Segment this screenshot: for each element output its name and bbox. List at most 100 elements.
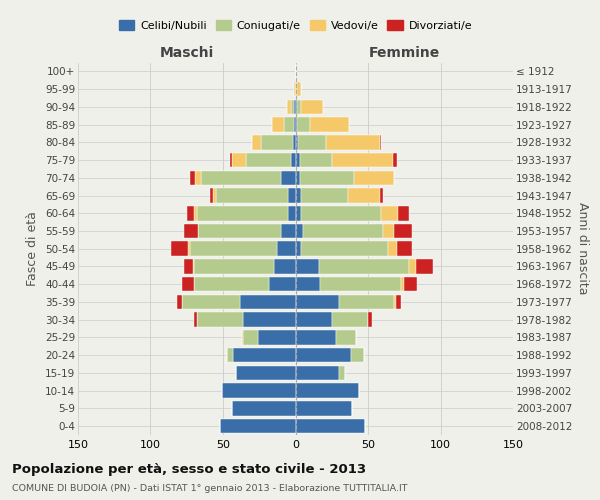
Bar	[380, 188, 383, 203]
Bar	[397, 242, 412, 256]
Bar	[244, 312, 296, 327]
Bar	[184, 259, 193, 274]
Bar	[201, 170, 281, 185]
Bar	[182, 294, 241, 309]
Bar	[296, 188, 301, 203]
Bar	[296, 206, 301, 220]
Bar	[319, 259, 409, 274]
Bar	[296, 118, 297, 132]
Bar	[287, 100, 291, 114]
Text: Popolazione per età, sesso e stato civile - 2013: Popolazione per età, sesso e stato civil…	[12, 462, 366, 475]
Bar	[300, 170, 353, 185]
Bar	[197, 312, 244, 327]
Bar	[296, 259, 319, 274]
Bar	[230, 153, 232, 168]
Bar	[294, 82, 296, 96]
Text: Maschi: Maschi	[160, 46, 214, 60]
Text: Femmine: Femmine	[368, 46, 440, 60]
Bar	[296, 366, 339, 380]
Bar	[301, 188, 348, 203]
Bar	[301, 100, 323, 114]
Bar	[301, 206, 381, 220]
Bar	[176, 294, 182, 309]
Bar	[242, 330, 244, 344]
Bar	[394, 294, 395, 309]
Bar	[296, 312, 332, 327]
Bar	[404, 277, 418, 291]
Bar	[216, 188, 288, 203]
Bar	[416, 259, 433, 274]
Bar	[233, 348, 296, 362]
Bar	[244, 330, 258, 344]
Bar	[241, 294, 296, 309]
Bar	[194, 206, 197, 220]
Bar	[298, 135, 326, 150]
Bar	[301, 242, 388, 256]
Bar	[388, 242, 397, 256]
Bar	[381, 206, 398, 220]
Bar	[288, 206, 296, 220]
Bar	[296, 153, 300, 168]
Bar	[221, 384, 296, 398]
Bar	[296, 82, 297, 96]
Bar	[326, 135, 380, 150]
Bar	[258, 330, 296, 344]
Bar	[193, 259, 194, 274]
Bar	[394, 224, 412, 238]
Bar	[196, 170, 201, 185]
Bar	[348, 188, 380, 203]
Bar	[353, 170, 394, 185]
Bar	[184, 224, 199, 238]
Bar	[246, 153, 291, 168]
Bar	[398, 206, 409, 220]
Bar	[296, 224, 303, 238]
Bar	[297, 82, 301, 96]
Bar	[274, 259, 296, 274]
Bar	[269, 277, 296, 291]
Bar	[296, 242, 301, 256]
Bar	[190, 242, 277, 256]
Bar	[210, 188, 213, 203]
Bar	[310, 118, 349, 132]
Bar	[296, 294, 339, 309]
Y-axis label: Fasce di età: Fasce di età	[26, 212, 40, 286]
Bar	[194, 259, 274, 274]
Bar	[296, 170, 300, 185]
Bar	[339, 366, 345, 380]
Bar	[296, 330, 336, 344]
Bar	[284, 118, 294, 132]
Bar	[296, 135, 298, 150]
Bar	[296, 401, 352, 415]
Bar	[188, 242, 190, 256]
Bar	[383, 224, 394, 238]
Bar	[303, 224, 383, 238]
Bar	[187, 206, 194, 220]
Bar	[199, 224, 281, 238]
Bar	[213, 188, 216, 203]
Bar	[297, 100, 301, 114]
Bar	[291, 100, 294, 114]
Bar	[194, 312, 197, 327]
Bar	[197, 206, 288, 220]
Bar	[409, 259, 416, 274]
Bar	[395, 294, 401, 309]
Bar	[368, 312, 373, 327]
Bar	[332, 153, 392, 168]
Bar	[336, 330, 356, 344]
Bar	[296, 100, 297, 114]
Bar	[291, 153, 296, 168]
Bar	[272, 118, 284, 132]
Text: COMUNE DI BUDOIA (PN) - Dati ISTAT 1° gennaio 2013 - Elaborazione TUTTITALIA.IT: COMUNE DI BUDOIA (PN) - Dati ISTAT 1° ge…	[12, 484, 407, 493]
Bar	[190, 170, 196, 185]
Bar	[277, 242, 296, 256]
Bar	[236, 366, 296, 380]
Bar	[297, 118, 310, 132]
Bar	[320, 277, 401, 291]
Bar	[182, 277, 194, 291]
Bar	[288, 188, 296, 203]
Bar	[194, 277, 269, 291]
Bar	[380, 135, 381, 150]
Bar	[252, 135, 260, 150]
Bar	[339, 294, 394, 309]
Y-axis label: Anni di nascita: Anni di nascita	[576, 202, 589, 295]
